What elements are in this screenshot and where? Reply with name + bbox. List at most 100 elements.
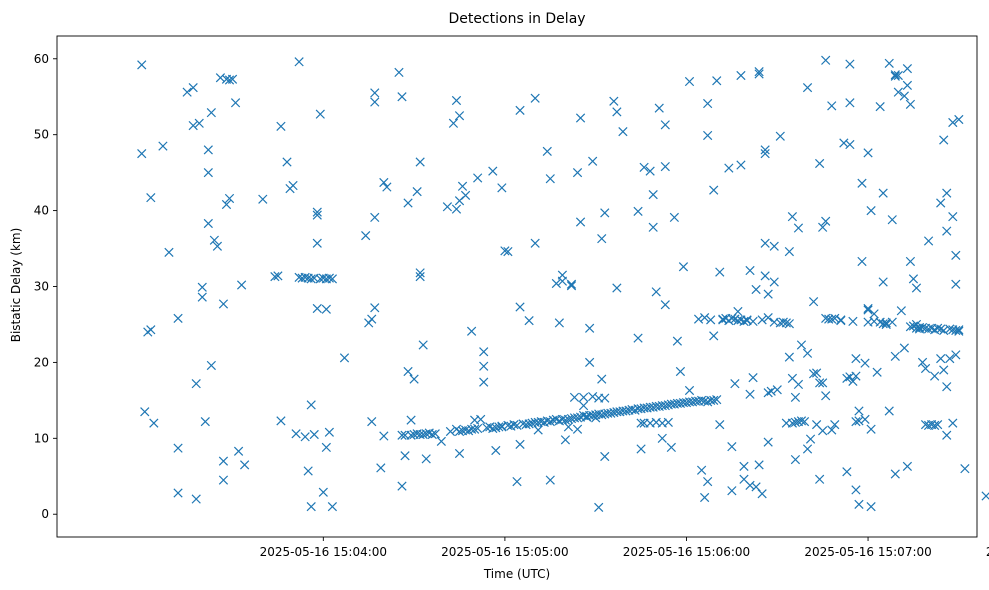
detection-marker <box>745 389 755 399</box>
detection-marker <box>884 406 894 416</box>
detection-marker <box>760 271 770 281</box>
detection-marker <box>312 238 322 248</box>
detection-marker <box>276 121 286 131</box>
x-tick-label: 2025-05-16 15:04:00 <box>260 545 387 559</box>
detection-marker <box>848 376 858 387</box>
detection-marker <box>563 414 574 424</box>
detection-marker <box>191 379 201 389</box>
detection-marker <box>942 188 952 198</box>
detection-marker <box>715 267 725 277</box>
detection-marker <box>327 502 338 512</box>
detection-marker <box>215 73 226 83</box>
detection-marker <box>324 273 334 283</box>
detection-marker <box>890 469 900 479</box>
detection-marker <box>923 236 934 246</box>
detection-marker <box>724 163 734 173</box>
detection-marker <box>224 193 235 204</box>
detection-marker <box>890 70 900 80</box>
detection-marker <box>863 148 873 158</box>
detection-marker <box>451 95 462 106</box>
detection-marker <box>572 424 583 434</box>
detection-marker <box>730 379 740 389</box>
x-tick-label: 2025-05-16 15:07:00 <box>804 545 931 559</box>
detection-marker <box>542 146 552 157</box>
detection-marker <box>303 466 313 476</box>
detection-marker <box>760 238 770 248</box>
detection-marker <box>854 416 864 426</box>
chart-title: Detections in Delay <box>448 11 585 27</box>
detection-marker <box>754 69 764 79</box>
detection-marker <box>827 101 837 111</box>
detection-marker <box>854 406 864 416</box>
detection-marker <box>939 135 949 145</box>
detection-marker <box>684 76 695 87</box>
detection-marker <box>905 322 916 332</box>
detection-marker <box>793 223 804 233</box>
detection-marker <box>327 274 338 284</box>
detection-marker <box>137 149 147 159</box>
detection-marker <box>557 276 568 286</box>
detection-marker <box>857 178 867 188</box>
detection-marker <box>757 315 767 325</box>
detection-marker <box>763 312 773 323</box>
detection-marker <box>948 117 958 128</box>
detection-marker <box>942 382 952 392</box>
detection-marker <box>799 416 810 427</box>
detection-marker <box>939 325 949 336</box>
detection-marker <box>660 120 670 130</box>
detection-marker <box>273 271 283 281</box>
detection-marker <box>400 451 410 461</box>
detection-marker <box>512 420 522 431</box>
detection-marker <box>842 373 852 383</box>
detection-marker <box>736 70 746 81</box>
detection-marker <box>639 162 649 172</box>
detection-marker <box>775 131 785 141</box>
detection-marker <box>206 108 216 118</box>
detection-marker <box>842 467 852 477</box>
detection-marker <box>636 418 646 428</box>
detection-marker <box>224 75 235 85</box>
detection-marker <box>379 177 389 188</box>
detection-marker <box>930 371 940 381</box>
detection-marker <box>696 465 707 475</box>
detection-marker <box>448 118 459 128</box>
detection-marker <box>406 415 416 425</box>
detection-marker <box>397 92 407 102</box>
detection-marker <box>645 166 655 176</box>
detection-marker <box>282 157 292 167</box>
detection-marker <box>500 246 510 256</box>
detection-marker <box>403 366 413 377</box>
detection-marker <box>451 204 462 214</box>
detection-marker <box>902 461 913 472</box>
detection-marker <box>660 300 670 310</box>
detection-marker <box>146 193 156 203</box>
detection-marker <box>488 166 498 176</box>
detection-marker <box>678 262 689 272</box>
detection-marker <box>745 265 755 276</box>
detection-marker <box>763 289 773 299</box>
detection-marker <box>339 353 350 363</box>
detection-marker <box>830 313 840 324</box>
detection-marker <box>854 499 864 509</box>
detection-marker <box>321 442 331 453</box>
detection-marker <box>745 480 755 491</box>
detection-marker <box>815 158 825 169</box>
detection-marker <box>566 279 577 289</box>
detection-marker <box>515 105 525 116</box>
detection-marker <box>509 420 519 430</box>
detection-marker <box>563 422 574 432</box>
detection-marker <box>884 58 894 68</box>
detection-marker <box>703 98 713 109</box>
detection-marker <box>454 111 465 121</box>
y-tick-label: 60 <box>34 52 49 66</box>
detection-marker <box>954 326 964 336</box>
detection-marker <box>397 430 407 440</box>
detection-marker <box>911 283 922 293</box>
detection-marker <box>709 331 719 341</box>
detection-marker <box>763 437 773 447</box>
detection-marker <box>784 319 794 329</box>
detection-marker <box>460 190 471 201</box>
detection-marker <box>754 460 764 470</box>
y-tick-label: 20 <box>34 355 49 369</box>
detection-marker <box>194 118 204 128</box>
